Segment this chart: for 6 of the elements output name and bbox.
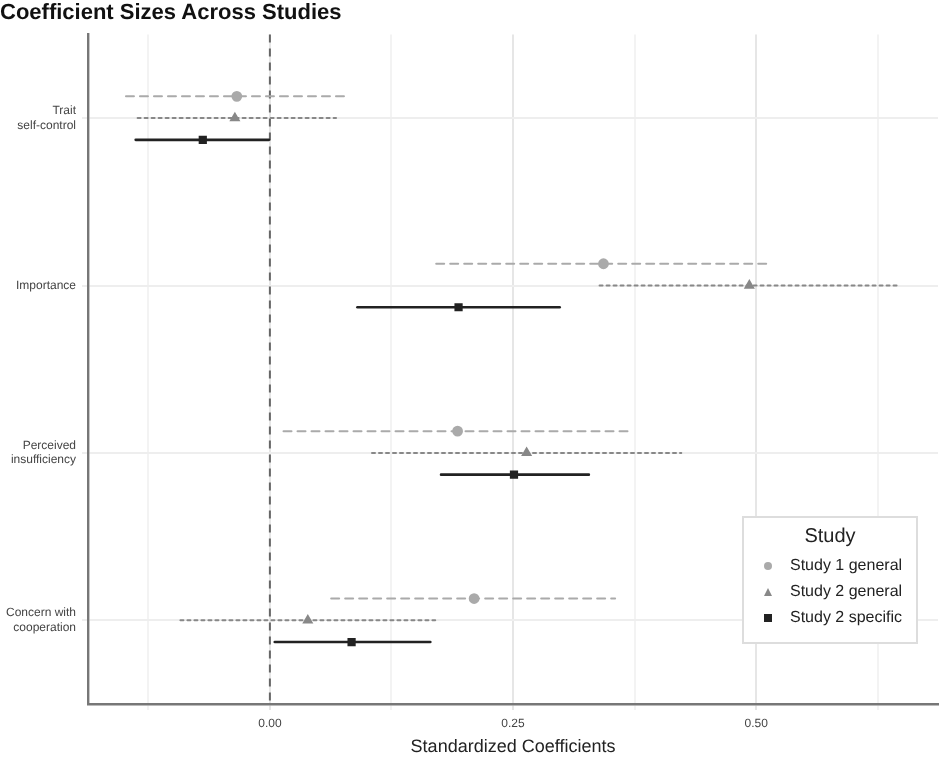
legend-label: Study 2 general (790, 582, 903, 600)
x-axis-title: Standardized Coefficients (410, 736, 617, 757)
chart-title: Coefficient Sizes Across Studies (0, 1, 342, 26)
legend-title: Study (802, 526, 858, 548)
legend-label: Study 1 general (790, 556, 903, 574)
legend-label: Study 2 specific (790, 608, 903, 626)
